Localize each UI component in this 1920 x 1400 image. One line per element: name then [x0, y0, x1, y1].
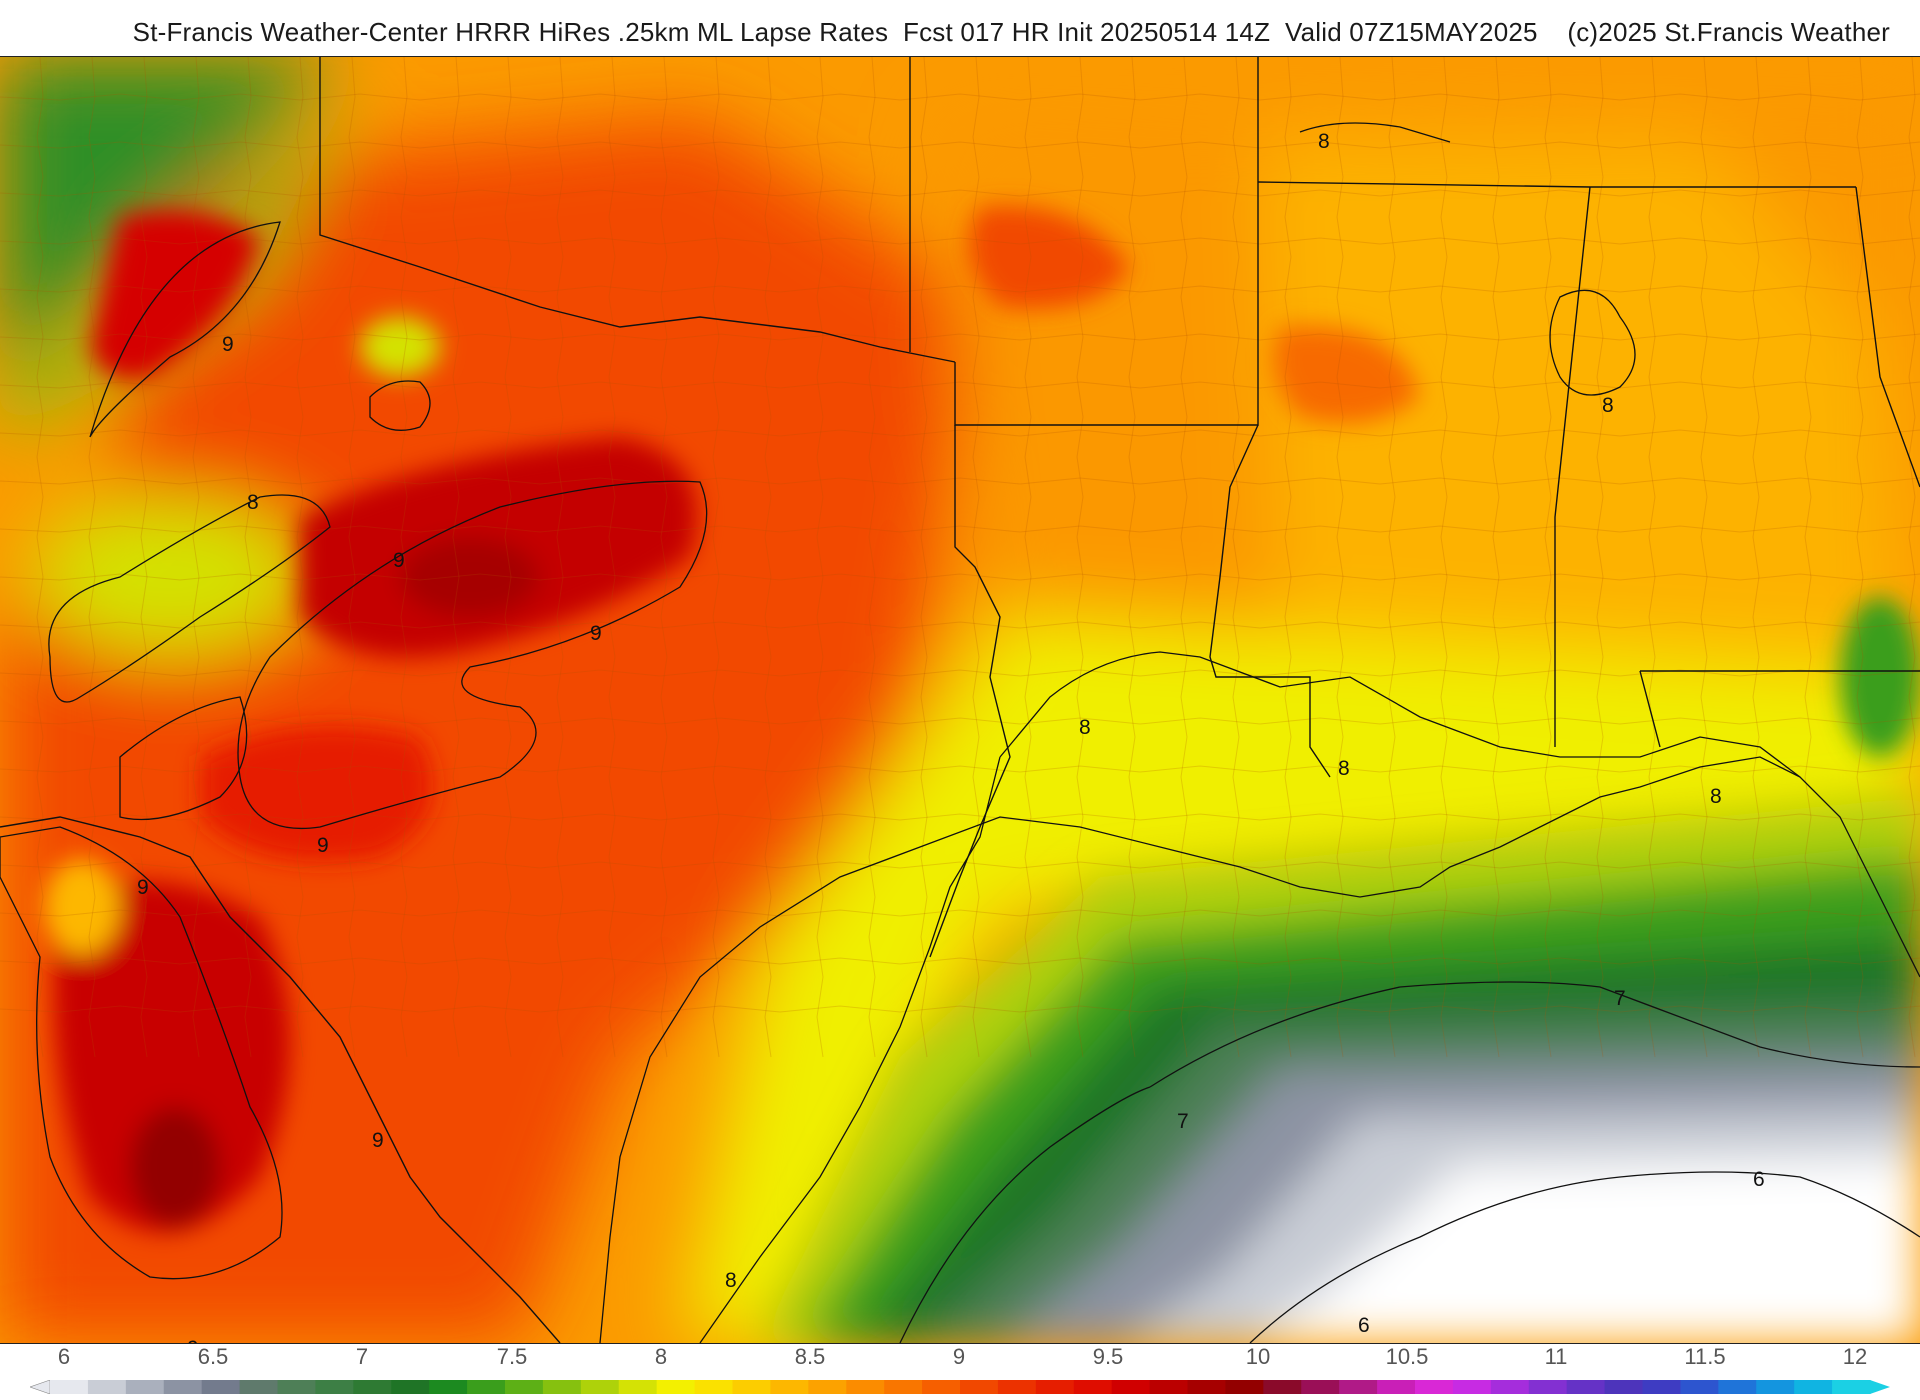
colorbar-swatch: [542, 1380, 582, 1394]
contour-label: 9: [393, 549, 405, 572]
contour-label: 8: [725, 1269, 737, 1292]
colorbar-swatch: [580, 1380, 620, 1394]
colorbar-swatch: [277, 1380, 317, 1394]
colorbar-swatch: [1149, 1380, 1189, 1394]
colorbar-swatch: [618, 1380, 658, 1394]
contour-label: 8: [1079, 716, 1091, 739]
contour-label: 8: [247, 491, 259, 514]
map-svg: 8 9 8 9 9 9 9 9 9 8 8 8 8 8 7 7 6 6: [0, 57, 1920, 1343]
colorbar-swatch: [125, 1380, 165, 1394]
colorbar-swatch: [1528, 1380, 1568, 1394]
colorbar-swatch: [1225, 1380, 1264, 1394]
colorbar-swatch: [1566, 1380, 1606, 1394]
colorbar-swatch: [353, 1380, 392, 1394]
colorbar-swatch: [1680, 1380, 1719, 1394]
map-title: St-Francis Weather-Center HRRR HiRes .25…: [132, 17, 1890, 47]
colorbar-swatch: [1604, 1380, 1644, 1394]
colorbar-swatch: [770, 1380, 809, 1394]
contour-lines: [0, 122, 1920, 1343]
contour-label: 9: [187, 1337, 199, 1343]
colorbar-swatch: [1490, 1380, 1530, 1394]
colorbar-swatch: [1339, 1380, 1378, 1394]
contour-label: 8: [1602, 394, 1614, 417]
colorbar-swatch: [50, 1380, 89, 1394]
colorbar-tick: 11: [1544, 1344, 1568, 1369]
colorbar-swatch: [1111, 1380, 1151, 1394]
lapse-rate-field: [0, 57, 1920, 1343]
gulf-coastline: [599, 756, 1920, 1343]
colorbar: [29, 1379, 1890, 1395]
colorbar-swatch: [201, 1380, 241, 1394]
colorbar-swatch: [1187, 1380, 1227, 1394]
colorbar-swatch: [960, 1380, 999, 1394]
contour-label: 8: [1318, 130, 1330, 153]
colorbar-swatch: [922, 1380, 961, 1394]
contour-label: 7: [1614, 987, 1626, 1010]
contour-label: 8: [1710, 785, 1722, 808]
colorbar-swatch: [846, 1380, 885, 1394]
contour-label: 9: [317, 834, 329, 857]
colorbar-swatch: [163, 1380, 203, 1394]
colorbar-swatch: [1718, 1380, 1757, 1394]
colorbar-swatch: [808, 1380, 847, 1394]
colorbar-max-arrow: [1870, 1380, 1890, 1394]
colorbar-tick: 6.5: [197, 1344, 229, 1369]
colorbar-swatch: [732, 1380, 772, 1394]
colorbar-swatch: [656, 1380, 696, 1394]
colorbar-swatch: [1035, 1380, 1075, 1394]
contour-label: 9: [372, 1129, 384, 1152]
colorbar-swatch: [1301, 1380, 1340, 1394]
colorbar-swatch: [1452, 1380, 1492, 1394]
colorbar-swatches: [29, 1379, 1890, 1395]
county-boundaries: [0, 57, 1920, 1058]
colorbar-tick: 10: [1245, 1344, 1271, 1369]
colorbar-tick: 11.5: [1684, 1344, 1726, 1369]
contour-label-layer: 8 9 8 9 9 9 9 9 9 8 8 8 8 8 7 7 6 6: [137, 130, 1765, 1343]
contour-label: 6: [1358, 1314, 1370, 1337]
colorbar-swatch: [391, 1380, 430, 1394]
colorbar-swatch: [315, 1380, 354, 1394]
colorbar-ticks: 6 6.5 7 7.5 8 8.5 9 9.5 10 10.5 11 11.5 …: [0, 1344, 1920, 1374]
colorbar-swatch: [239, 1380, 279, 1394]
colorbar-tick: 8: [654, 1344, 668, 1369]
colorbar-tick: 9.5: [1092, 1344, 1124, 1369]
colorbar-swatch: [1832, 1380, 1871, 1394]
colorbar-swatch: [87, 1380, 127, 1394]
colorbar-swatch: [694, 1380, 734, 1394]
colorbar-swatch: [1073, 1380, 1113, 1394]
colorbar-swatch: [1415, 1380, 1454, 1394]
colorbar-tick: 7.5: [496, 1344, 528, 1369]
colorbar-tick: 12: [1842, 1344, 1868, 1369]
colorbar-swatch: [467, 1380, 506, 1394]
contour-label: 9: [222, 333, 234, 356]
colorbar-tick: 9: [952, 1344, 966, 1369]
colorbar-tick: 8.5: [794, 1344, 826, 1369]
colorbar-swatch: [429, 1380, 468, 1394]
colorbar-swatch: [997, 1380, 1037, 1394]
colorbar-swatch: [1642, 1380, 1682, 1394]
colorbar-swatch: [1794, 1380, 1833, 1394]
state-boundaries: [0, 57, 1920, 1343]
colorbar-swatch: [1377, 1380, 1416, 1394]
contour-label: 9: [137, 876, 149, 899]
colorbar-swatch: [1263, 1380, 1302, 1394]
colorbar-tick: 7: [355, 1344, 369, 1369]
contour-label: 8: [1338, 757, 1350, 780]
colorbar-tick: 6: [57, 1344, 71, 1369]
colorbar-tick: 10.5: [1385, 1344, 1429, 1369]
colorbar-swatch: [505, 1380, 544, 1394]
weather-map[interactable]: 8 9 8 9 9 9 9 9 9 8 8 8 8 8 7 7 6 6: [0, 56, 1920, 1344]
contour-label: 7: [1177, 1110, 1189, 1133]
contour-label: 6: [1753, 1168, 1765, 1191]
header-bar: St-Francis Weather-Center HRRR HiRes .25…: [0, 0, 1920, 56]
colorbar-min-arrow: [29, 1379, 51, 1395]
colorbar-swatch: [1756, 1380, 1795, 1394]
colorbar-swatch: [884, 1380, 923, 1394]
contour-label: 9: [590, 622, 602, 645]
